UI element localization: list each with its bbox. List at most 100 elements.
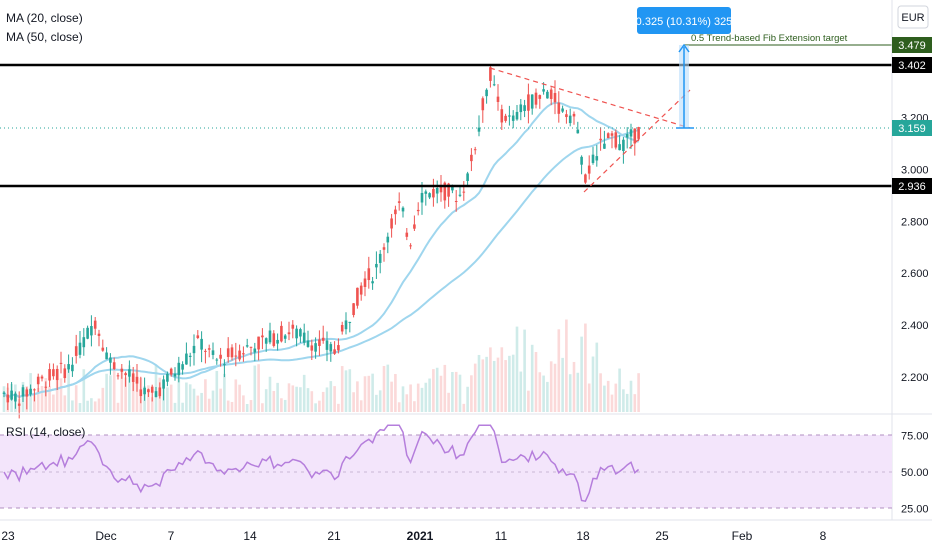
candle-body: [435, 188, 439, 194]
volume-bar: [576, 372, 580, 412]
volume-bar: [272, 390, 276, 412]
candle-body: [340, 324, 344, 332]
candle-body: [245, 345, 249, 347]
volume-bar: [614, 383, 618, 412]
candle-body: [321, 337, 325, 341]
volume-bar: [394, 373, 397, 412]
volume-bar: [86, 400, 89, 412]
candle-body: [584, 174, 587, 183]
candle-body: [591, 154, 595, 163]
candle-body: [124, 373, 127, 376]
volume-bar: [477, 354, 481, 412]
volume-bar: [340, 366, 344, 412]
volume-bar: [371, 373, 374, 412]
candle-body: [90, 326, 93, 336]
measure-arrow-head: [678, 43, 690, 53]
volume-bar: [466, 386, 469, 412]
candle-body: [378, 253, 382, 263]
volume-bar: [63, 395, 67, 412]
candle-body: [257, 336, 260, 350]
volume-bar: [131, 372, 135, 412]
ma20-legend[interactable]: MA (20, close): [6, 11, 83, 25]
candle-body: [477, 127, 481, 132]
volume-bar: [207, 398, 211, 412]
volume-bar: [321, 391, 325, 412]
candle-body: [587, 165, 591, 174]
candle-body: [280, 325, 283, 342]
volume-bar: [572, 361, 576, 412]
candle-body: [329, 344, 333, 352]
ma50-line: [3, 129, 639, 399]
volume-bar: [413, 401, 416, 412]
candle-body: [112, 362, 116, 370]
volume-bar: [618, 368, 621, 412]
volume-bar: [580, 336, 583, 412]
volume-bar: [299, 387, 302, 412]
volume-bar: [90, 398, 93, 412]
currency-button[interactable]: [897, 5, 929, 29]
volume-bar: [534, 351, 538, 412]
volume-bar: [105, 373, 108, 412]
candle-body: [135, 376, 139, 384]
volume-bar: [276, 382, 279, 412]
candle-body: [268, 330, 272, 343]
candle-body: [618, 144, 621, 151]
volume-bar: [462, 403, 466, 412]
candle-body: [538, 95, 542, 99]
candle-body: [21, 387, 25, 397]
volume-bar: [561, 357, 564, 412]
volume-bar: [112, 368, 116, 412]
volume-bar: [67, 365, 70, 412]
volume-bar: [359, 400, 363, 412]
candle-body: [580, 156, 583, 165]
svg-text:3.402: 3.402: [898, 60, 926, 72]
volume-bar: [196, 395, 200, 412]
price-tag-support: 2.936: [892, 178, 932, 194]
candle-body: [249, 346, 253, 348]
volume-bar: [409, 384, 412, 412]
volume-bar: [492, 360, 496, 412]
volume-bar: [530, 344, 534, 412]
volume-bar: [97, 398, 101, 412]
candle-body: [36, 376, 40, 385]
volume-bar: [443, 364, 447, 412]
volume-bar: [610, 394, 614, 412]
candle-body: [299, 329, 302, 337]
rsi-tick-label: 25.00: [901, 504, 929, 516]
candle-body: [508, 115, 511, 117]
time-tick-label: Dec: [95, 529, 116, 543]
candle-body: [572, 113, 576, 117]
ma50-legend[interactable]: MA (50, close): [6, 30, 83, 44]
candle-body: [40, 376, 44, 379]
rsi-legend[interactable]: RSI (14, close): [6, 425, 85, 439]
time-tick-label: 25: [655, 529, 669, 543]
volume-bar: [329, 381, 333, 412]
candle-body: [432, 189, 435, 198]
candle-body: [485, 89, 488, 97]
volume-bar: [59, 378, 63, 412]
volume-bar: [234, 379, 238, 412]
candle-body: [291, 324, 295, 329]
volume-bar: [549, 361, 553, 412]
volume-bar: [109, 375, 112, 412]
volume-bar: [185, 382, 188, 412]
candle-body: [120, 368, 124, 372]
volume-bar: [606, 380, 610, 412]
candle-body: [375, 263, 378, 268]
volume-bar: [401, 386, 405, 412]
candle-body: [215, 359, 219, 361]
volume-bar: [177, 367, 181, 412]
candle-body: [568, 115, 572, 124]
volume-bar: [504, 360, 507, 412]
volume-bar: [344, 370, 348, 412]
candle-body: [382, 247, 386, 250]
volume-bar: [356, 381, 359, 412]
candle-body: [238, 350, 241, 360]
measure-label-box[interactable]: [637, 7, 731, 34]
price-tick-label: 2.200: [901, 372, 929, 384]
volume-bar: [565, 319, 568, 412]
volume-bar: [496, 357, 500, 412]
price-tick-label: 2.400: [901, 320, 929, 332]
